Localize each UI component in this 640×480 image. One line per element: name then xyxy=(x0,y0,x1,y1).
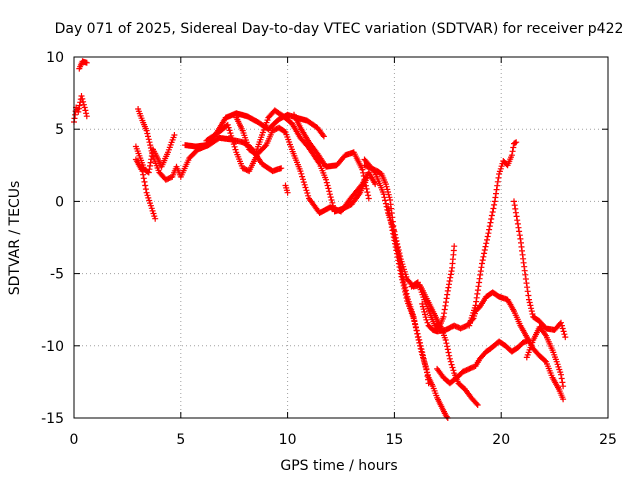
x-tick-label: 10 xyxy=(279,432,297,448)
x-tick-label: 20 xyxy=(492,432,510,448)
y-tick-label: 5 xyxy=(55,122,64,138)
data-track xyxy=(511,198,569,341)
data-track xyxy=(408,243,458,330)
x-tick-label: 0 xyxy=(70,432,79,448)
x-tick-label: 25 xyxy=(599,432,617,448)
y-tick-label: 10 xyxy=(46,50,64,66)
data-track xyxy=(291,111,372,202)
chart-title: Day 071 of 2025, Sidereal Day-to-day VTE… xyxy=(55,21,624,37)
data-track xyxy=(76,58,90,72)
data-track xyxy=(523,324,567,390)
data-track xyxy=(434,337,532,387)
x-tick-label: 5 xyxy=(176,432,185,448)
y-tick-label: -10 xyxy=(41,339,64,355)
data-track xyxy=(132,156,159,222)
y-tick-label: 0 xyxy=(55,194,64,210)
plot-frame xyxy=(73,56,609,419)
tick-labels: 0 5 10 15 20 25 -15 -10 -5 0 5 10 xyxy=(41,50,617,448)
y-axis-label: SDTVAR / TECUs xyxy=(7,181,23,296)
x-axis-label: GPS time / hours xyxy=(280,458,397,474)
axis-ticks xyxy=(73,56,609,419)
data-track xyxy=(385,204,451,421)
x-tick-label: 15 xyxy=(385,432,403,448)
data-track xyxy=(233,107,370,215)
data-track xyxy=(282,182,291,196)
grid-lines xyxy=(74,57,608,418)
y-tick-label: -15 xyxy=(41,411,64,427)
data-track xyxy=(466,139,520,329)
y-tick-label: -5 xyxy=(50,267,64,283)
data-points xyxy=(71,58,569,421)
